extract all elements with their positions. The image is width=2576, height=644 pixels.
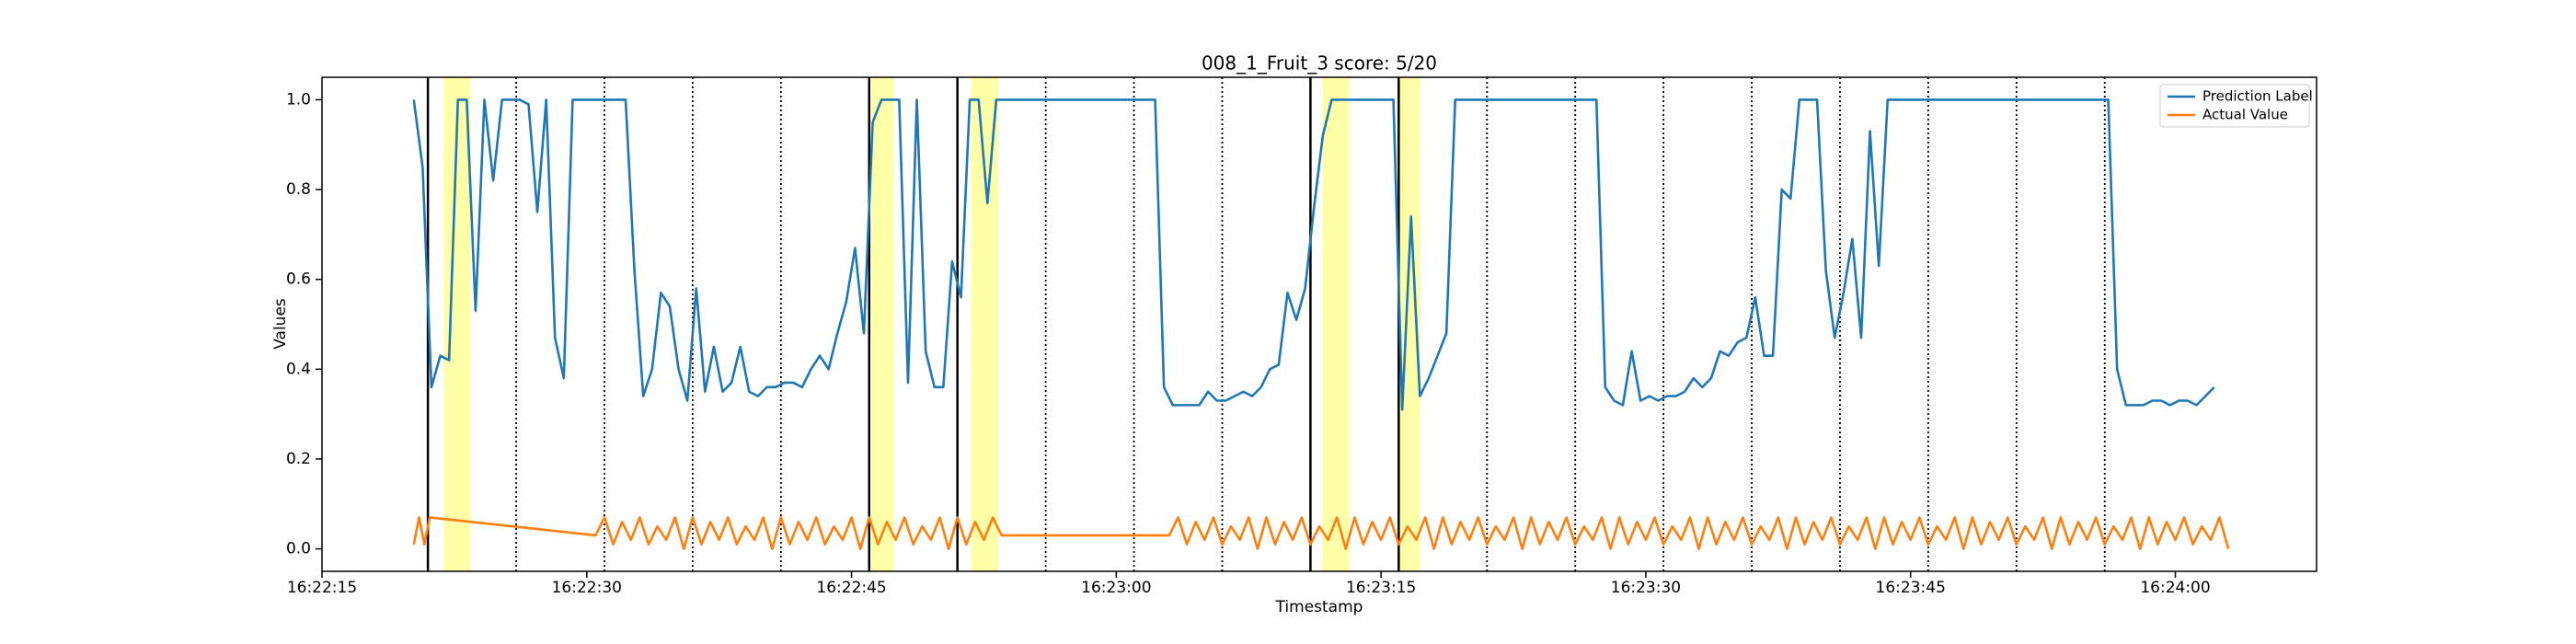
series-line — [412, 98, 2215, 411]
x-tick-label: 16:23:45 — [1876, 579, 1946, 597]
x-tick-label: 16:22:45 — [816, 579, 886, 597]
y-tick-label: 0.4 — [286, 360, 311, 378]
y-axis-label: Values — [271, 298, 290, 350]
axes-frame — [321, 76, 2317, 572]
legend: Prediction Label Actual Value — [2159, 84, 2313, 128]
y-tick-label: 0.6 — [286, 270, 311, 289]
x-axis-label: Timestamp — [1275, 598, 1363, 616]
chart-title: 008_1_Fruit_3 score: 5/20 — [1202, 52, 1437, 75]
x-tick-label: 16:22:15 — [287, 579, 357, 597]
y-tick-label: 0.2 — [286, 450, 311, 468]
highlight-span — [870, 77, 894, 571]
y-tick-label: 1.0 — [286, 90, 311, 109]
y-tick-label: 0.8 — [286, 180, 311, 199]
highlight-span — [1322, 77, 1350, 571]
y-tick-label: 0.0 — [286, 540, 311, 558]
legend-box — [2159, 84, 2310, 128]
x-tick-label: 16:23:15 — [1346, 579, 1416, 597]
highlight-span — [972, 77, 998, 571]
x-tick-label: 16:23:00 — [1081, 579, 1151, 597]
series-line — [412, 516, 2230, 550]
x-tick-label: 16:24:00 — [2140, 579, 2210, 597]
legend-label: Prediction Label — [2202, 88, 2313, 105]
x-tick-label: 16:22:30 — [552, 579, 622, 597]
x-tick-label: 16:23:30 — [1611, 579, 1681, 597]
highlight-span — [1398, 77, 1420, 571]
legend-label: Actual Value — [2202, 107, 2288, 123]
